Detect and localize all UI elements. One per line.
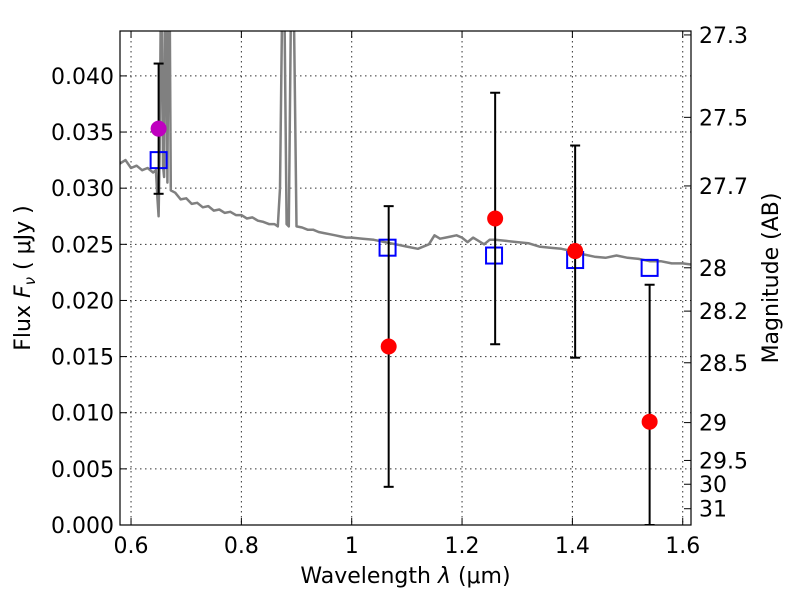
model-photometry-square	[378, 238, 397, 257]
x-tick-label: 1.4	[555, 534, 590, 559]
y-tick-label: 0.015	[51, 346, 114, 371]
right-axis-tick-label: 28.5	[699, 352, 748, 377]
y-tick-label: 0.010	[51, 402, 114, 427]
observed-flux-point	[380, 338, 397, 355]
observed-flux-point	[641, 413, 658, 430]
y-axis-title: Flux Fν ( μJy )	[11, 205, 39, 350]
right-axis-tick-label: 27.5	[699, 106, 748, 131]
model-spectrum-line	[120, 31, 691, 266]
right-axis-tick-label: 29	[699, 412, 727, 437]
y-tick-label: 0.030	[51, 177, 114, 202]
grid-lines	[120, 31, 691, 526]
observed-flux-point	[567, 243, 584, 260]
x-tick-label: 1.6	[665, 534, 700, 559]
x-axis-title: Wavelength λ (μm)	[300, 564, 510, 589]
right-axis-title: Magnitude (AB)	[759, 193, 784, 364]
observed-flux-point	[487, 210, 504, 227]
y-tick-label: 0.035	[51, 121, 114, 146]
x-tick-label: 0.8	[224, 534, 259, 559]
axis-ticks: 0.6 0.8 1 1.2 1.4 1.6 0.000 0.005 0.010 0.015 0.02…	[51, 24, 748, 559]
right-axis-tick-label: 29.5	[699, 449, 748, 474]
right-axis-tick-label: 27.7	[699, 175, 748, 200]
right-axis-tick-label: 31	[699, 498, 727, 523]
x-tick-label: 1	[345, 534, 359, 559]
model-photometry-square	[485, 246, 504, 265]
y-tick-label: 0.020	[51, 289, 114, 314]
plot-area	[120, 31, 691, 525]
plot-frame	[119, 30, 692, 526]
x-tick-label: 0.6	[114, 534, 149, 559]
y-tick-label: 0.040	[51, 65, 114, 90]
right-axis-tick-label: 30	[699, 473, 727, 498]
right-axis-tick-label: 27.3	[699, 24, 748, 49]
right-axis-tick-label: 28	[699, 257, 727, 282]
model-photometry-square	[640, 258, 659, 277]
right-axis-tick-label: 28.2	[699, 300, 748, 325]
y-tick-label: 0.000	[51, 514, 114, 539]
y-tick-label: 0.025	[51, 233, 114, 258]
x-tick-label: 1.2	[445, 534, 480, 559]
y-tick-label: 0.005	[51, 458, 114, 483]
observed-flux-point	[150, 120, 167, 137]
